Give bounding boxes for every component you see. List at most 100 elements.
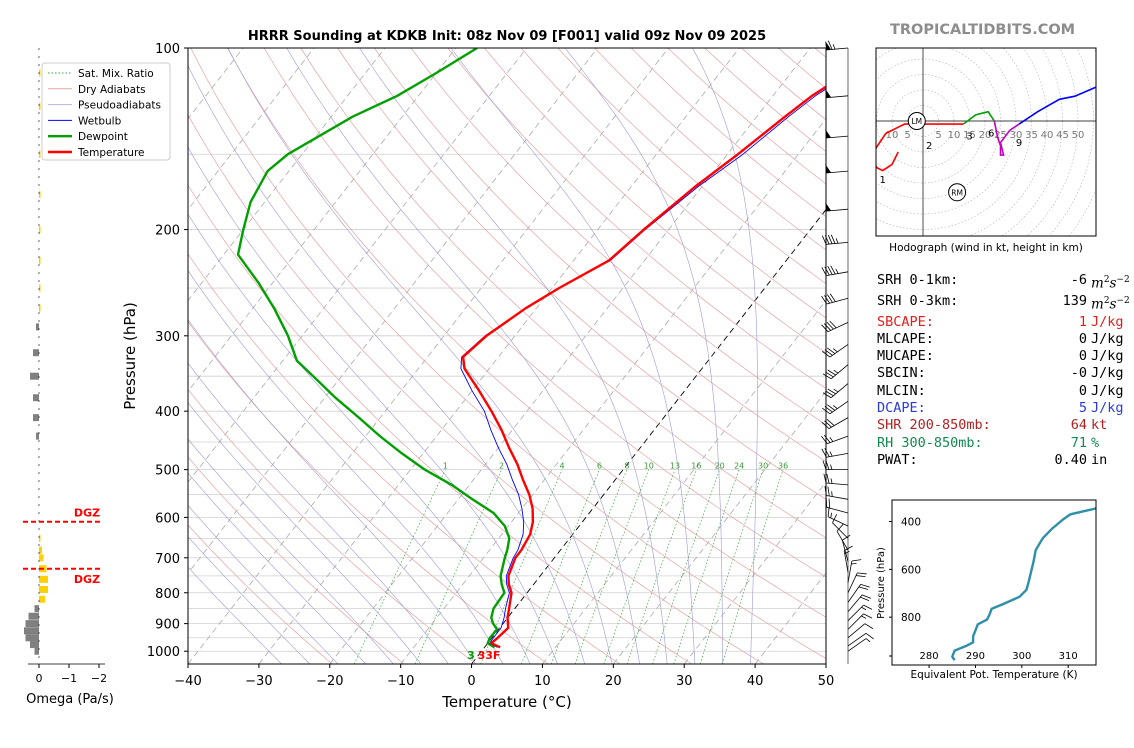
wind-barb <box>822 344 849 358</box>
hodograph-ring-label: 45 <box>1056 130 1069 141</box>
wind-barb <box>821 293 849 305</box>
hodograph-height-label: 9 <box>1016 138 1022 149</box>
barb-staff <box>847 632 867 647</box>
barb-full <box>821 324 829 332</box>
stat-row: MUCAPE: 0 J/kg <box>877 348 1130 365</box>
y-tick-label: 600 <box>155 511 180 526</box>
hodograph-height-label: 1 <box>880 175 886 186</box>
hodograph-height-label: 2 <box>926 141 932 152</box>
wind-barb <box>822 364 849 380</box>
stat-value: -6 <box>1070 272 1087 288</box>
hodograph-ring-label: 20 <box>979 130 992 141</box>
mixing-ratio-label: 4 <box>559 462 564 471</box>
stat-unit: kt <box>1091 417 1108 434</box>
barb-full <box>860 596 870 602</box>
legend-entry: Dewpoint <box>78 131 128 143</box>
isotherm <box>542 299 826 664</box>
omega-axis-label: Omega (Pa/s) <box>26 692 114 707</box>
barb-staff <box>826 47 849 51</box>
barb-staff <box>847 638 867 652</box>
hodograph-ring-label: 5 <box>935 130 941 141</box>
dry-adiabat <box>374 48 826 462</box>
pseudo-adiabat <box>188 402 422 664</box>
hodograph-ring-label: 25 <box>994 130 1007 141</box>
stat-label: SRH 0-1km: <box>877 272 959 288</box>
hodograph-title: Hodograph (wind in kt, height in km) <box>889 242 1083 254</box>
barb-full <box>827 369 836 376</box>
x-tick-label: 20 <box>605 674 622 689</box>
mixing-ratio-label: 10 <box>644 462 654 471</box>
theta-e-x-tick-label: 280 <box>920 651 939 662</box>
x-tick-label: 40 <box>747 674 764 689</box>
barb-full <box>855 575 866 578</box>
stat-row: DCAPE: 5 J/kg <box>877 400 1130 417</box>
pseudo-adiabat <box>188 269 504 664</box>
stat-value: 64 <box>1070 417 1087 434</box>
dry-adiabat <box>188 321 549 664</box>
barb-staff <box>847 572 858 593</box>
brand-watermark: TROPICALTIDBITS.COM <box>890 22 1076 38</box>
stat-label: SBCIN: <box>877 365 926 382</box>
barb-full <box>823 323 832 331</box>
barb-full <box>832 514 838 524</box>
wind-barb <box>825 129 849 139</box>
wind-barb <box>832 514 849 539</box>
omega-bar <box>30 641 39 649</box>
wind-barb <box>821 265 849 277</box>
y-tick-label: 800 <box>155 587 180 602</box>
isotherm <box>683 481 826 664</box>
mixing-ratio-line <box>521 469 600 664</box>
barb-staff <box>826 170 849 174</box>
chart-title: HRRR Sounding at KDKB Init: 08z Nov 09 [… <box>248 29 766 44</box>
barb-full <box>826 294 833 303</box>
omega-bar <box>25 634 39 642</box>
dry-adiabat <box>447 48 826 389</box>
pseudo-adiabat <box>188 504 339 664</box>
dry-adiabat <box>188 253 621 664</box>
isotherm <box>188 48 315 211</box>
theta-e-x-tick-label: 290 <box>966 651 985 662</box>
barb-half <box>865 638 871 643</box>
barb-staff <box>826 271 849 277</box>
theta-e-y-tick-label: 600 <box>901 564 921 576</box>
wind-barb <box>825 88 849 99</box>
barb-staff <box>847 604 864 621</box>
wind-barb <box>824 486 849 500</box>
omega-bar <box>39 534 41 542</box>
stat-unit: J/kg <box>1091 330 1124 347</box>
barb-full <box>827 234 833 244</box>
theta-e-frame <box>891 499 1097 666</box>
barb-full <box>822 407 831 415</box>
legend-entry: Dry Adiabats <box>78 84 146 96</box>
stat-label: MLCIN: <box>877 382 926 399</box>
barb-full <box>828 498 831 509</box>
mixing-ratio-label: 6 <box>597 462 602 471</box>
barb-staff <box>827 435 849 445</box>
dry-adiabat <box>300 48 826 539</box>
barb-half <box>835 268 839 274</box>
stat-unit: J/kg <box>1091 365 1124 382</box>
barb-full <box>821 235 827 245</box>
wind-barb <box>847 604 873 621</box>
mixing-ratio-line <box>626 469 697 664</box>
wind-barb <box>825 202 849 212</box>
stat-label: PWAT: <box>877 451 918 468</box>
barb-half <box>861 606 867 611</box>
omega-bar <box>39 256 41 264</box>
isotherm <box>400 118 826 664</box>
barb-full <box>857 572 867 575</box>
wind-barb <box>843 545 853 573</box>
stat-row: SBCAPE: 1 J/kg <box>877 314 1130 331</box>
wind-barb <box>825 164 849 174</box>
barb-half <box>830 512 832 519</box>
barb-staff <box>843 550 849 573</box>
y-tick-label: 200 <box>155 224 180 239</box>
x-tick-label: 30 <box>676 674 693 689</box>
barb-half <box>844 550 850 554</box>
barb-staff <box>826 495 849 500</box>
omega-tick-label: −1 <box>61 672 77 685</box>
mixing-ratio-label: 16 <box>691 462 701 471</box>
stat-unit: m2s−2 <box>1091 295 1130 313</box>
dry-adiabat <box>263 48 826 578</box>
